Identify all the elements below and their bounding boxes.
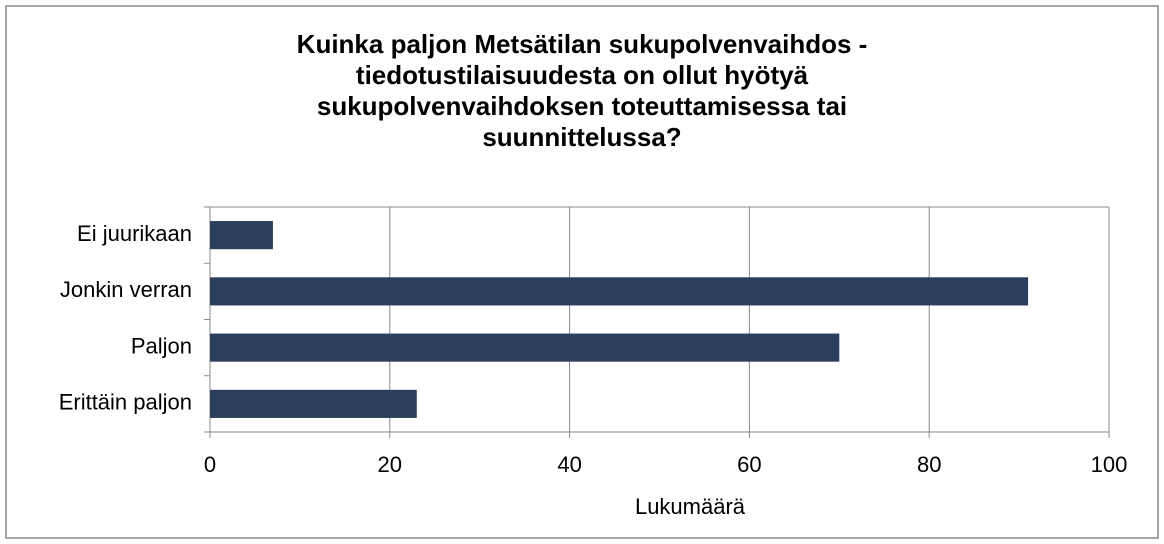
chart-border [5, 5, 1159, 539]
y-tick-label: Jonkin verran [60, 277, 192, 302]
bar [210, 277, 1029, 306]
x-tick-label: 0 [204, 452, 216, 477]
y-tick-label: Erittäin paljon [59, 390, 192, 415]
bar [210, 333, 840, 362]
x-tick-label: 40 [557, 452, 581, 477]
bar [210, 389, 417, 418]
y-tick-label: Paljon [131, 333, 192, 358]
chart-title: Kuinka paljon Metsätilan sukupolvenvaihd… [297, 29, 868, 152]
x-tick-label: 60 [737, 452, 761, 477]
x-axis-label: Lukumäärä [635, 494, 746, 519]
bar [210, 221, 273, 250]
y-tick-label: Ei juurikaan [77, 221, 192, 246]
x-tick-label: 100 [1091, 452, 1128, 477]
x-tick-label: 80 [917, 452, 941, 477]
x-tick-label: 20 [378, 452, 402, 477]
